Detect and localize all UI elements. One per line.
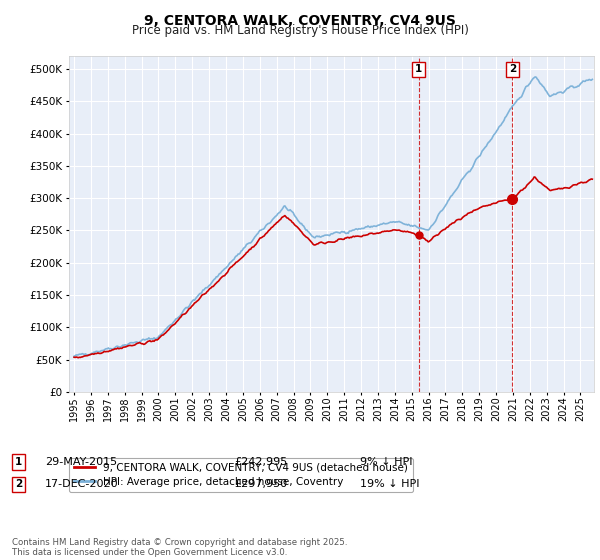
Text: 29-MAY-2015: 29-MAY-2015	[45, 457, 117, 467]
Text: Contains HM Land Registry data © Crown copyright and database right 2025.
This d: Contains HM Land Registry data © Crown c…	[12, 538, 347, 557]
Text: £242,995: £242,995	[234, 457, 287, 467]
Text: £297,950: £297,950	[234, 479, 287, 489]
Text: 2: 2	[15, 479, 22, 489]
Text: Price paid vs. HM Land Registry's House Price Index (HPI): Price paid vs. HM Land Registry's House …	[131, 24, 469, 37]
Text: 17-DEC-2020: 17-DEC-2020	[45, 479, 119, 489]
Text: 1: 1	[415, 64, 422, 74]
Text: 1: 1	[15, 457, 22, 467]
Text: 9% ↓ HPI: 9% ↓ HPI	[360, 457, 413, 467]
Text: 9, CENTORA WALK, COVENTRY, CV4 9US: 9, CENTORA WALK, COVENTRY, CV4 9US	[144, 14, 456, 28]
Legend: 9, CENTORA WALK, COVENTRY, CV4 9US (detached house), HPI: Average price, detache: 9, CENTORA WALK, COVENTRY, CV4 9US (deta…	[69, 458, 413, 492]
Text: 2: 2	[509, 64, 516, 74]
Text: 19% ↓ HPI: 19% ↓ HPI	[360, 479, 419, 489]
